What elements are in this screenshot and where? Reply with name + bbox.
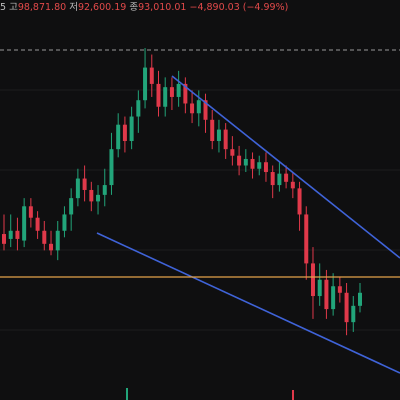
candle-body [35,217,40,231]
candle-body [310,263,315,297]
candle-body [324,279,329,310]
candle-body [250,158,255,169]
candle-body [49,243,54,251]
ohlc-low-value: 92,600.19 [77,2,127,13]
candle-body [183,83,188,104]
candle-body [290,181,295,189]
upper-trendline[interactable] [171,75,400,259]
candle-body [136,100,141,117]
lower-trendline[interactable] [96,232,400,374]
candle-body [129,116,134,142]
candle-body [257,162,262,169]
candle-body [297,188,302,215]
candle-body [284,173,289,182]
ohlc-info-bar: 5 고98,871.80 저92,600.19 종93,010.01 −4,89… [0,1,288,15]
candle-body [8,230,13,239]
candle-body [62,214,67,231]
candle-body [358,292,362,306]
candle-body [351,305,356,323]
candle-body [210,119,215,142]
candle-body [82,178,87,190]
candle-body [344,292,349,323]
candle-body [331,286,336,310]
candle-body [22,206,27,241]
candle-body [196,100,201,114]
candle-body [156,83,161,107]
candle-body [122,124,127,142]
ohlc-close-value: 93,010.01 [138,2,187,13]
candle-body [15,230,20,239]
candle-body [55,230,60,251]
candle-body [42,230,47,244]
candle-body [109,149,114,186]
candle-body [102,185,107,195]
candle-body [230,149,235,156]
candle-body [2,234,6,244]
candle-body [96,194,101,202]
candle-body [28,206,33,218]
candle-body [263,162,268,173]
candle-body [176,83,181,97]
ohlc-high-label: 5 고 [0,2,18,13]
candle-body [277,173,282,186]
candle-body [337,286,342,293]
volume-bars [126,388,294,400]
chart-grid [0,89,400,331]
candle-body [270,172,275,186]
candles-group [2,48,362,336]
volume-bar [126,388,128,400]
ohlc-high-value: 98,871.80 [17,2,67,13]
candle-body [149,67,154,84]
candle-body [203,100,208,120]
candle-body [69,198,74,215]
candle-body [190,103,195,114]
ohlc-close-label: 종 [129,2,139,13]
candle-body [116,124,121,150]
candle-body [75,178,80,199]
volume-bar [292,390,294,400]
candle-body [304,214,309,264]
candle-body [317,279,322,297]
candle-body [163,87,168,107]
candle-body [89,189,94,202]
ohlc-change-value: −4,890.03 (−4.99%) [189,2,289,13]
ohlc-low-label: 저 [69,2,78,13]
candle-body [169,87,174,97]
candle-body [223,129,228,150]
candle-body [237,155,242,166]
candle-body [243,158,248,166]
candle-body [216,129,221,142]
candle-body [143,67,148,101]
